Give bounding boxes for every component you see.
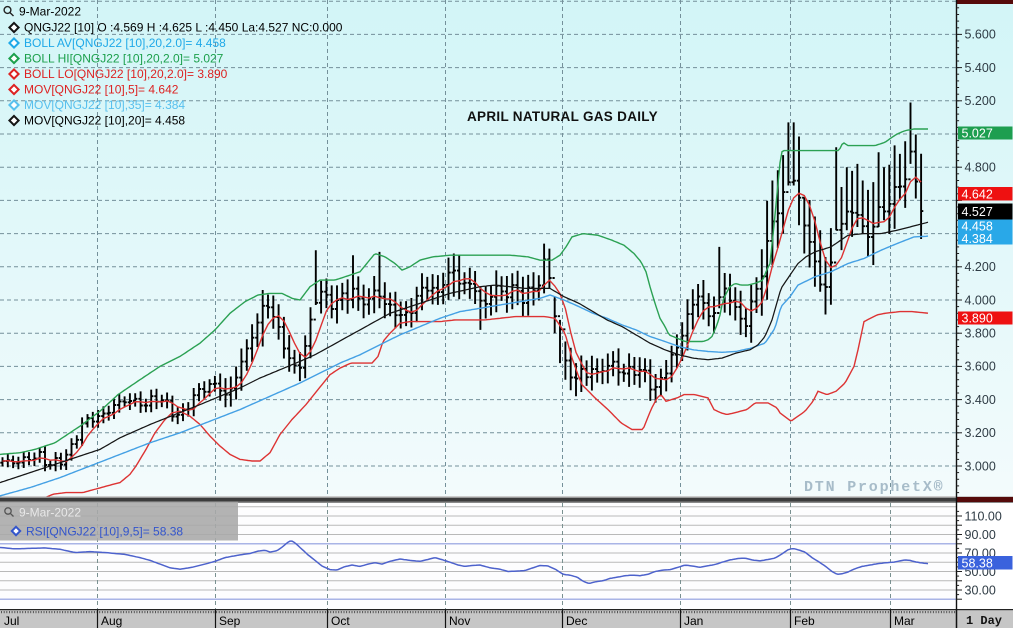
svg-text:MOV[QNGJ22 [10],35]= 4.384: MOV[QNGJ22 [10],35]= 4.384 [24, 98, 185, 112]
svg-text:Oct: Oct [331, 614, 350, 628]
svg-text:3.200: 3.200 [965, 426, 996, 440]
svg-text:3.890: 3.890 [962, 312, 993, 326]
svg-text:MOV[QNGJ22 [10],5]= 4.642: MOV[QNGJ22 [10],5]= 4.642 [24, 83, 179, 97]
svg-text:APRIL NATURAL GAS DAILY: APRIL NATURAL GAS DAILY [467, 109, 658, 124]
svg-text:110.00: 110.00 [965, 509, 1002, 523]
svg-text:9-Mar-2022: 9-Mar-2022 [19, 5, 81, 19]
svg-text:4.384: 4.384 [962, 232, 993, 246]
svg-text:Dec: Dec [566, 614, 587, 628]
svg-text:9-Mar-2022: 9-Mar-2022 [19, 506, 81, 520]
svg-text:BOLL HI[QNGJ22 [10],20,2.0]= 5: BOLL HI[QNGJ22 [10],20,2.0]= 5.027 [24, 52, 224, 66]
svg-text:MOV[QNGJ22 [10],20]= 4.458: MOV[QNGJ22 [10],20]= 4.458 [24, 114, 185, 128]
svg-text:4.000: 4.000 [965, 293, 996, 307]
svg-text:4.458: 4.458 [962, 219, 993, 233]
svg-text:3.000: 3.000 [965, 459, 996, 473]
svg-text:Mar: Mar [894, 614, 915, 628]
svg-text:4.527: 4.527 [962, 205, 993, 219]
svg-text:5.600: 5.600 [965, 28, 996, 42]
svg-text:5.400: 5.400 [965, 61, 996, 75]
svg-text:RSI[QNGJ22 [10],9,5]= 58.38: RSI[QNGJ22 [10],9,5]= 58.38 [26, 525, 183, 539]
svg-text:3.400: 3.400 [965, 393, 996, 407]
svg-text:90.00: 90.00 [965, 528, 996, 542]
svg-text:Nov: Nov [449, 614, 470, 628]
svg-text:4.200: 4.200 [965, 260, 996, 274]
svg-text:3.800: 3.800 [965, 327, 996, 341]
svg-text:DTN ProphetX®: DTN ProphetX® [804, 479, 944, 496]
svg-text:Feb: Feb [794, 614, 815, 628]
svg-text:BOLL AV[QNGJ22 [10],20,2.0]= 4: BOLL AV[QNGJ22 [10],20,2.0]= 4.458 [24, 36, 226, 50]
svg-text:30.00: 30.00 [965, 583, 996, 597]
svg-text:Jul: Jul [4, 614, 19, 628]
svg-text:3.600: 3.600 [965, 360, 996, 374]
svg-text:1 Day: 1 Day [966, 614, 1002, 628]
svg-text:58.38: 58.38 [962, 556, 993, 570]
svg-text:4.800: 4.800 [965, 161, 996, 175]
svg-text:Aug: Aug [101, 614, 122, 628]
svg-text:QNGJ22 [10] O :4.569 H :4.625: QNGJ22 [10] O :4.569 H :4.625 L :4.450 L… [24, 21, 343, 35]
svg-text:Jan: Jan [684, 614, 703, 628]
svg-text:5.200: 5.200 [965, 94, 996, 108]
svg-text:Sep: Sep [219, 614, 241, 628]
svg-text:4.642: 4.642 [962, 187, 993, 201]
svg-text:5.027: 5.027 [962, 127, 993, 141]
svg-text:BOLL LO[QNGJ22 [10],20,2.0]= 3: BOLL LO[QNGJ22 [10],20,2.0]= 3.890 [24, 67, 228, 81]
